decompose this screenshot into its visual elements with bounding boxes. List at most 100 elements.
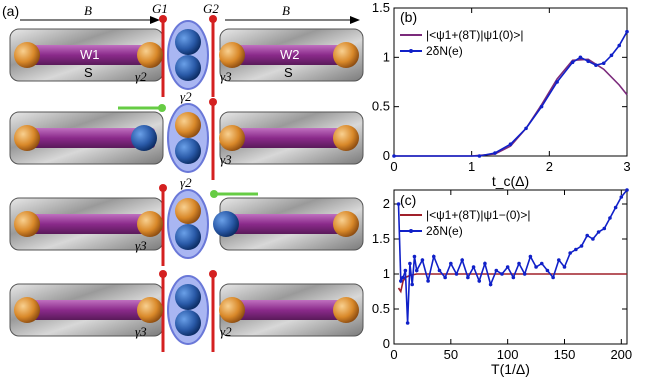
series-point xyxy=(594,63,598,68)
series-point xyxy=(494,268,499,273)
x-tick-label: 100 xyxy=(497,347,519,362)
majorana-mode-orange xyxy=(333,211,359,237)
x-axis-label: t_c(Δ) xyxy=(492,173,529,189)
series-point xyxy=(601,61,606,66)
majorana-mode-orange xyxy=(14,211,40,237)
x-tick-label: 1 xyxy=(468,159,475,174)
panel-b-chart: 0 1 2 3 0 0.5 1 1.5 (b) |<ψ1+(8T)|ψ1(0)>| 2δN(e) t_… xyxy=(372,0,631,189)
y-tick-label: 1 xyxy=(383,49,390,64)
substrate-label-right: S xyxy=(284,65,293,80)
y-tick-label: 2 xyxy=(383,196,390,211)
schematic-row: γ3 γ2 xyxy=(9,270,364,352)
mode-label-right: γ3 xyxy=(220,69,232,84)
nanowire-right xyxy=(228,128,346,148)
nanowire-right xyxy=(228,45,346,65)
majorana-mode-blue xyxy=(175,138,201,164)
majorana-mode-orange xyxy=(175,112,201,138)
series-point xyxy=(574,247,578,252)
series-point xyxy=(568,251,572,255)
series-point xyxy=(555,80,559,84)
series-point xyxy=(585,233,590,238)
majorana-mode-orange xyxy=(333,42,359,68)
majorana-mode-orange xyxy=(333,125,359,151)
series-point xyxy=(511,275,516,280)
majorana-mode-orange xyxy=(333,297,359,323)
x-tick-label: 150 xyxy=(554,347,576,362)
majorana-mode-blue xyxy=(131,125,157,151)
gate-label-right: G2 xyxy=(203,1,219,16)
mode-label-left: γ2 xyxy=(135,69,147,84)
majorana-mode-orange xyxy=(14,125,40,151)
series-point xyxy=(454,272,459,276)
schematic-row: γ2 γ3 W1 W2 S S xyxy=(9,15,364,97)
majorana-mode-orange xyxy=(219,297,245,323)
series-point xyxy=(488,282,493,287)
panel-a-label: (a) xyxy=(2,3,19,19)
majorana-mode-blue xyxy=(175,29,201,55)
series-point xyxy=(586,59,590,64)
series-point xyxy=(471,265,476,269)
series-point xyxy=(414,268,419,273)
gate-lever-knob xyxy=(158,104,166,112)
x-tick-label: 200 xyxy=(610,347,632,362)
series-line xyxy=(397,273,627,294)
field-label-right: B xyxy=(282,3,290,18)
mode-label-left: γ3 xyxy=(135,324,147,339)
legend-entry: |<ψ1+(8T)|ψ1(0)>| xyxy=(426,28,524,42)
series-point xyxy=(403,268,408,273)
field-label-left: B xyxy=(84,3,92,18)
series-point xyxy=(551,275,555,280)
panel-label: (c) xyxy=(400,192,416,208)
series-point xyxy=(562,265,567,269)
series-point xyxy=(524,126,528,131)
series-point xyxy=(619,195,624,199)
series-point xyxy=(505,265,510,269)
schematic-row: γ3 γ2 xyxy=(9,89,364,180)
majorana-mode-orange xyxy=(219,125,245,151)
y-tick-label: 0 xyxy=(383,336,390,351)
plot-frame xyxy=(393,7,628,157)
series-point xyxy=(396,202,401,206)
series-point xyxy=(534,265,538,269)
gate-left-knob xyxy=(159,15,167,23)
series-point xyxy=(557,258,561,262)
field-arrow-left-head xyxy=(150,16,160,24)
series-point xyxy=(420,258,425,262)
majorana-mode-orange xyxy=(137,297,163,323)
x-tick-label: 50 xyxy=(444,347,458,362)
series-point xyxy=(431,254,436,259)
series-point xyxy=(596,230,601,234)
series-point xyxy=(477,279,482,283)
nanowire-right xyxy=(228,300,346,320)
series-point xyxy=(508,142,513,146)
majorana-mode-orange xyxy=(14,297,40,323)
series-point xyxy=(443,275,447,280)
legend-marker xyxy=(409,49,413,53)
series-point xyxy=(426,279,430,283)
series-point xyxy=(483,261,487,266)
series-point xyxy=(570,60,575,65)
mode-label-center: γ2 xyxy=(180,89,192,104)
series-point xyxy=(401,275,405,280)
series-line xyxy=(394,58,628,157)
legend-entry: 2δN(e) xyxy=(426,44,463,58)
nanowire-right xyxy=(228,214,346,234)
nanowire-left xyxy=(25,300,155,320)
series-point xyxy=(608,216,612,220)
series-point xyxy=(613,205,618,210)
nanowire-left xyxy=(25,214,155,234)
x-tick-label: 0 xyxy=(390,347,397,362)
series-point xyxy=(578,55,583,60)
panel-a: (a) B B G1 G2 γ2 γ3 W1 W2 S Sγ3 γ2 γ3 γ2 γ3 γ2 xyxy=(2,1,364,352)
series-point xyxy=(493,151,497,155)
series-point xyxy=(460,258,464,262)
majorana-mode-blue xyxy=(213,211,239,237)
majorana-mode-orange xyxy=(137,211,163,237)
legend-marker xyxy=(409,229,413,233)
y-tick-label: 0.5 xyxy=(372,99,390,114)
majorana-mode-orange xyxy=(14,42,40,68)
wire-label-left: W1 xyxy=(80,47,100,62)
gate-left-knob xyxy=(159,270,167,278)
series-point xyxy=(449,261,453,266)
